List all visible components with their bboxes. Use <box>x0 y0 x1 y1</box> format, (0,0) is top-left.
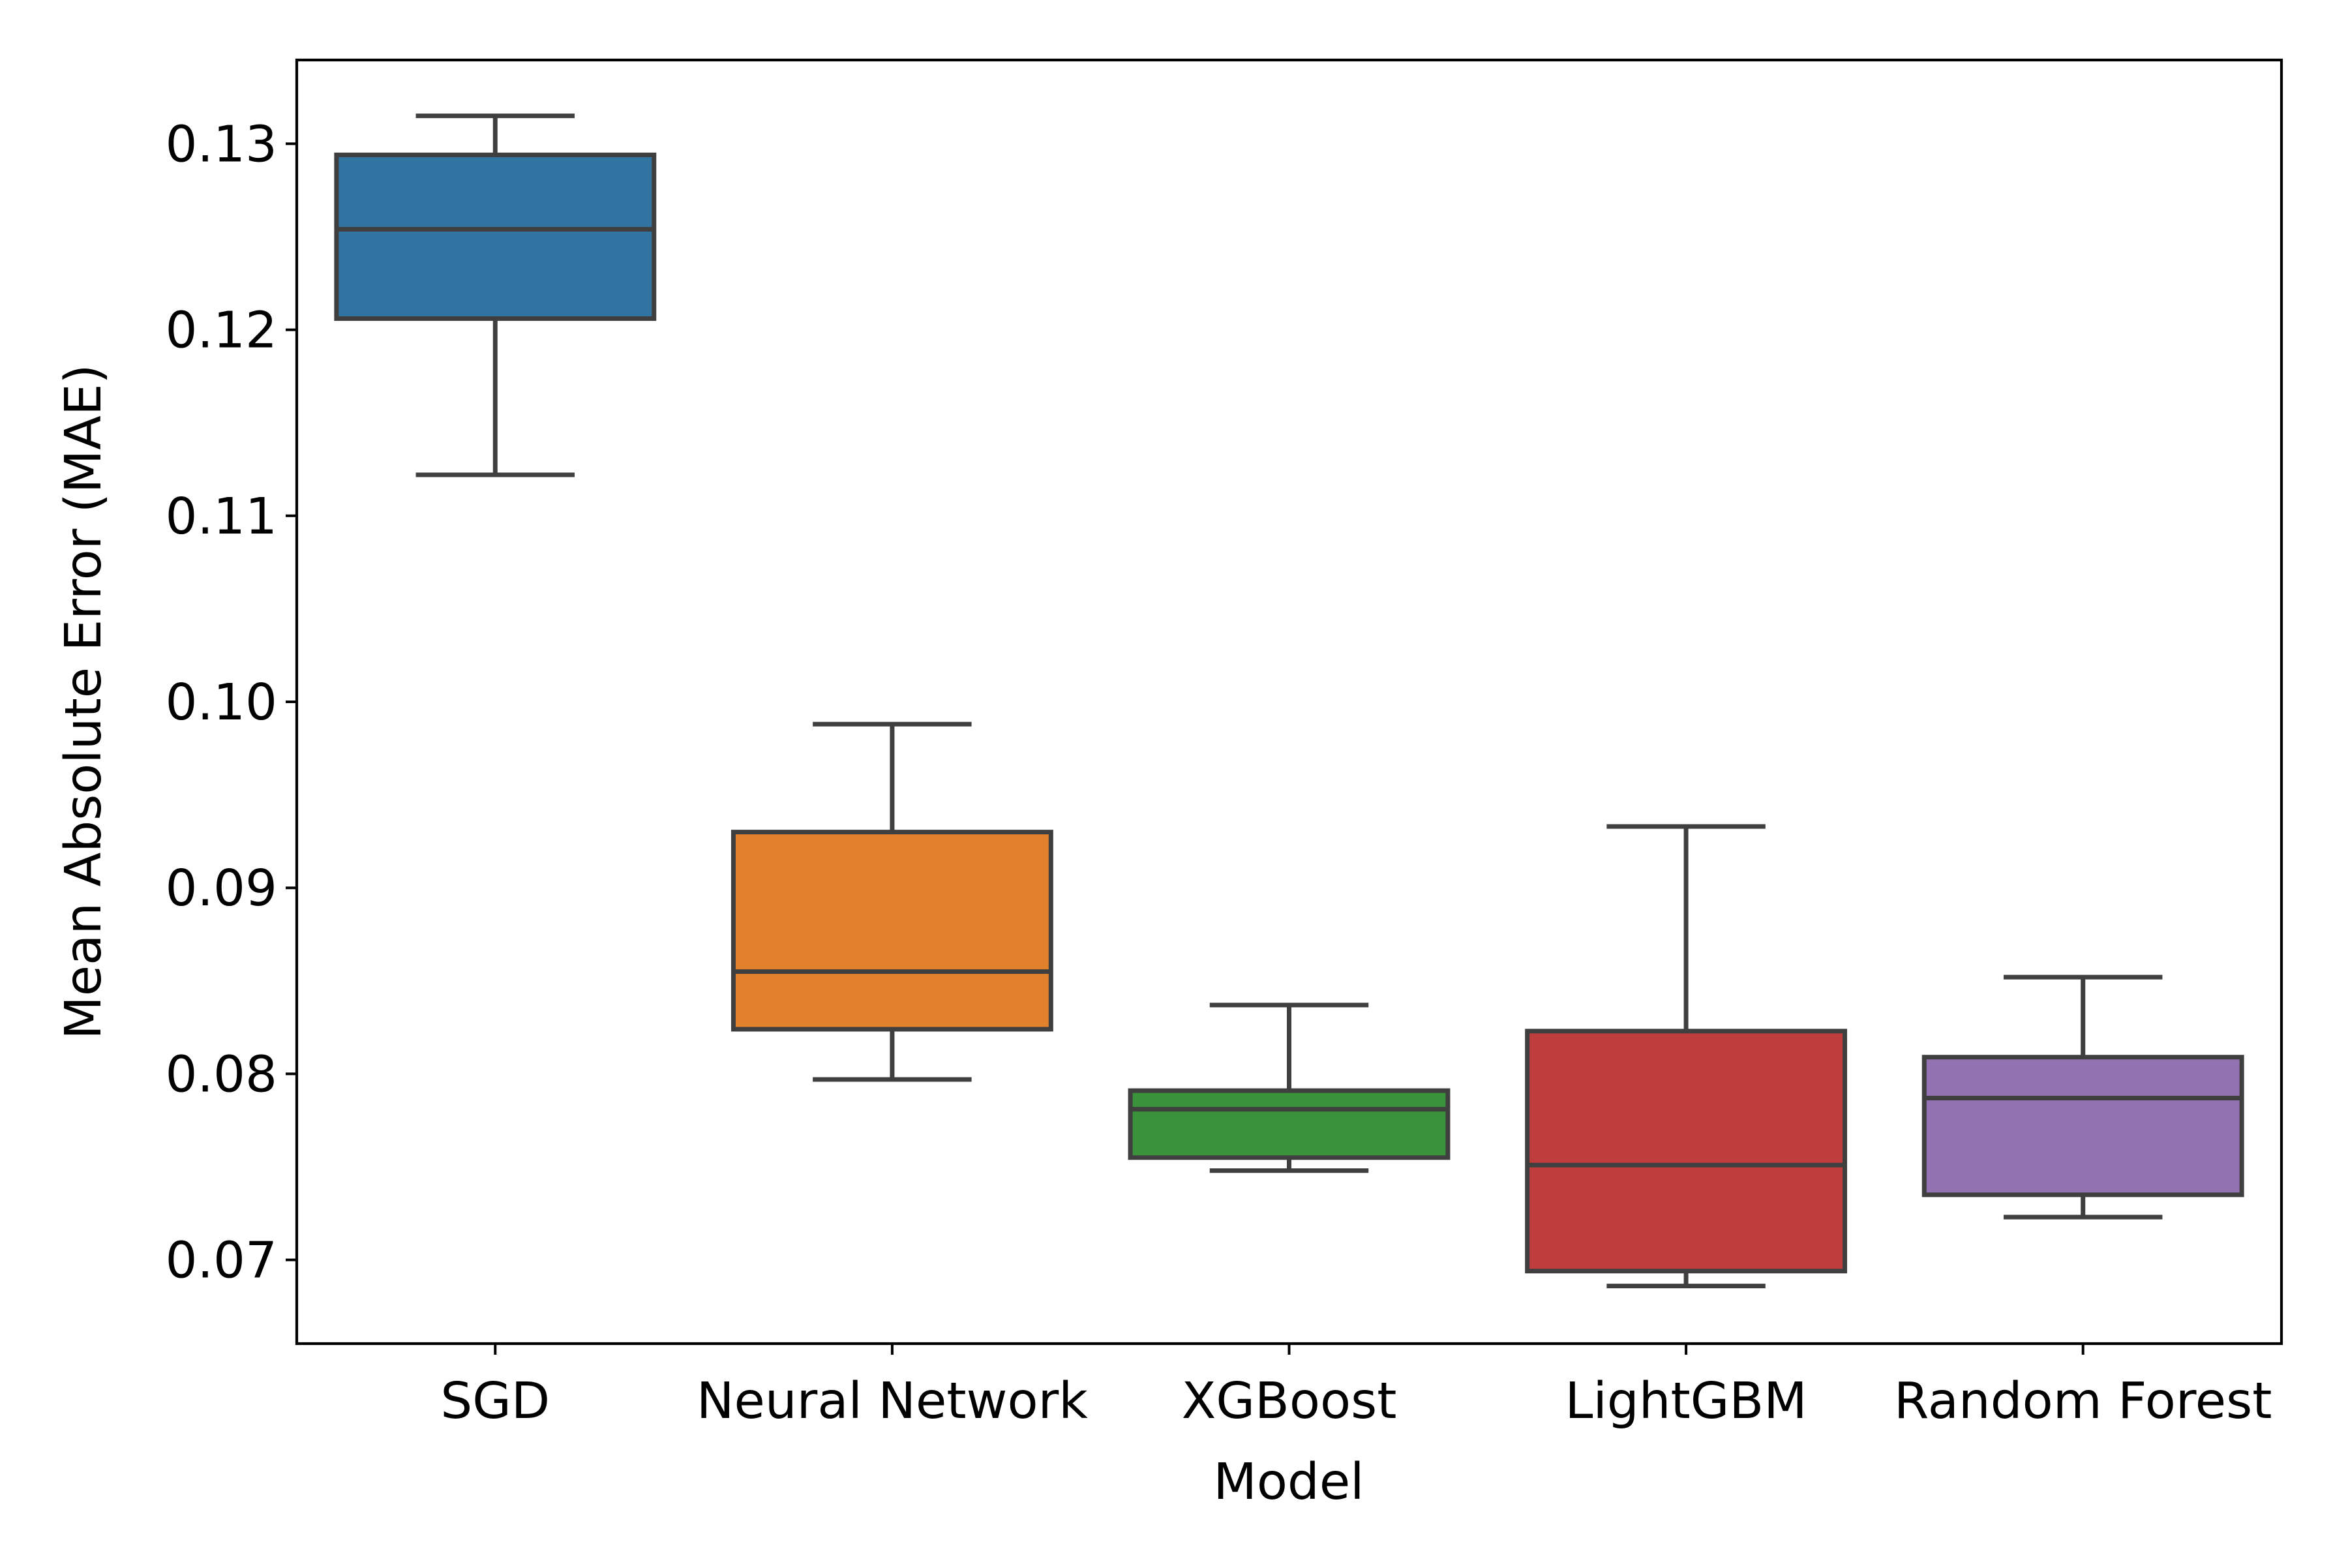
iqr-box <box>1128 1088 1451 1160</box>
box-group <box>1921 974 2244 1220</box>
y-tick-label: 0.07 <box>166 1232 277 1290</box>
y-tick-label: 0.12 <box>166 302 277 360</box>
box-group <box>1128 1003 1451 1173</box>
y-tick-label: 0.11 <box>166 488 277 546</box>
y-axis: 0.07 0.08 0.09 0.10 0.11 0.12 0.13 <box>166 115 297 1290</box>
iqr-box <box>730 830 1053 1032</box>
x-tick-label: LightGBM <box>1565 1372 1807 1430</box>
y-tick-label: 0.13 <box>166 115 277 173</box>
boxes-layer <box>334 113 2244 1289</box>
y-axis-title: Mean Absolute Error (MAE) <box>55 364 113 1039</box>
x-axis: SGD Neural Network XGBoost LightGBM Random F… <box>440 1344 2272 1430</box>
iqr-box <box>334 152 657 321</box>
x-tick-label: SGD <box>440 1372 550 1430</box>
box-group <box>730 721 1053 1082</box>
box-group <box>1525 824 1848 1289</box>
x-tick-label: Random Forest <box>1894 1372 2272 1430</box>
x-tick-label: Neural Network <box>697 1372 1088 1430</box>
y-tick-label: 0.10 <box>166 674 277 732</box>
iqr-box <box>1525 1029 1848 1274</box>
x-tick-label: XGBoost <box>1182 1372 1397 1430</box>
x-axis-title: Model <box>1213 1453 1364 1511</box>
iqr-box <box>1921 1055 2244 1198</box>
y-tick-label: 0.08 <box>166 1046 277 1104</box>
box-group <box>334 113 657 477</box>
y-tick-label: 0.09 <box>166 860 277 918</box>
